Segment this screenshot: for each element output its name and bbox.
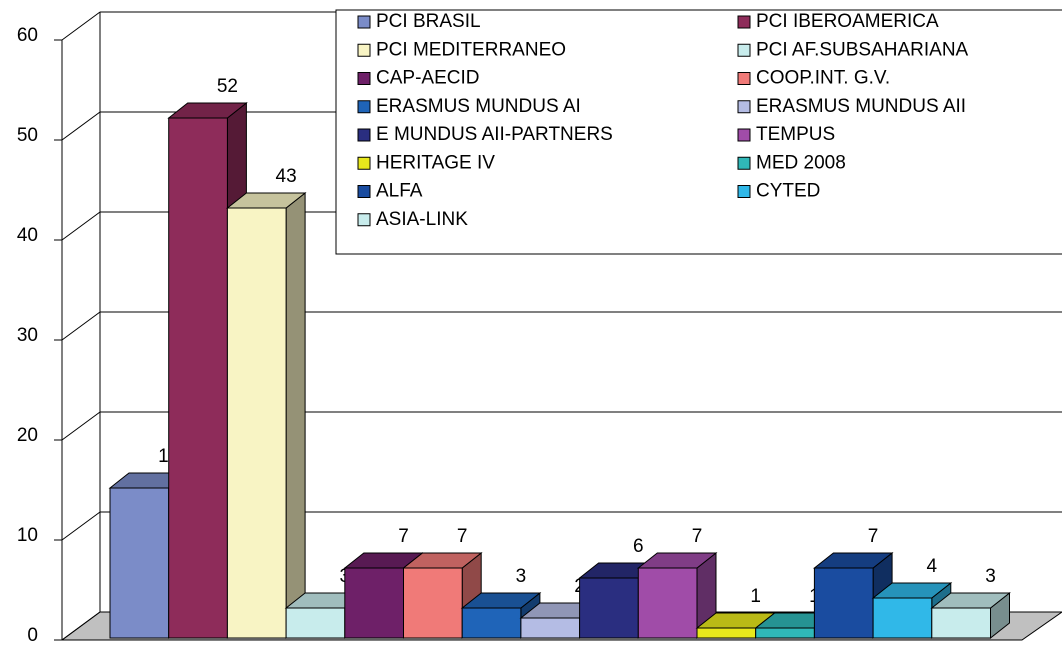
bar-front xyxy=(285,607,346,639)
bar-front xyxy=(226,207,287,639)
data-label: 7 xyxy=(868,526,879,547)
data-label: 4 xyxy=(927,556,938,577)
y-tick-label: 40 xyxy=(17,225,38,246)
legend-label: CYTED xyxy=(756,181,820,202)
y-tick-label: 30 xyxy=(17,325,38,346)
bar xyxy=(225,191,307,640)
legend-swatch xyxy=(357,43,371,57)
legend-label: E MUNDUS AII-PARTNERS xyxy=(376,124,613,145)
bar-front xyxy=(813,567,874,639)
bar-front xyxy=(579,577,639,639)
bar-front xyxy=(755,627,815,639)
data-label: 52 xyxy=(217,76,238,97)
legend-label: ALFA xyxy=(376,181,423,202)
data-label: 6 xyxy=(633,536,644,557)
grid-diagonal xyxy=(61,611,101,641)
data-label: 7 xyxy=(398,526,409,547)
grid-diagonal xyxy=(61,411,101,441)
legend-swatch xyxy=(737,128,751,142)
y-tick-label: 0 xyxy=(27,625,38,646)
bar-front xyxy=(931,607,991,639)
data-label: 43 xyxy=(276,166,297,187)
grid-diagonal xyxy=(61,11,101,41)
data-label: 7 xyxy=(692,526,703,547)
legend-swatch xyxy=(737,72,751,85)
bar-front xyxy=(520,617,581,639)
legend-label: PCI IBEROAMERICA xyxy=(756,11,939,32)
y-tick-label: 50 xyxy=(17,125,38,146)
legend-label: PCI MEDITERRANEO xyxy=(376,39,566,60)
bar-front xyxy=(696,627,757,639)
bar-front xyxy=(461,607,522,639)
legend-label: MED 2008 xyxy=(756,152,846,173)
legend-label: ERASMUS MUNDUS AII xyxy=(756,96,966,117)
legend-swatch xyxy=(357,156,371,170)
legend-label: ERASMUS MUNDUS AI xyxy=(376,96,581,117)
bar-front xyxy=(403,567,463,639)
grid-diagonal xyxy=(61,311,101,341)
legend-swatch xyxy=(737,100,751,114)
legend-box xyxy=(335,9,1062,255)
grid-diagonal xyxy=(61,511,101,541)
legend-swatch xyxy=(357,72,371,85)
grid-diagonal xyxy=(61,111,101,141)
legend-label: PCI BRASIL xyxy=(376,11,481,32)
bar-front xyxy=(168,117,228,639)
legend-swatch xyxy=(357,100,371,114)
bar-front xyxy=(344,567,404,639)
y-tick-label: 60 xyxy=(17,25,38,46)
legend-label: COOP.INT. G.V. xyxy=(756,68,890,89)
bar-front xyxy=(872,597,933,639)
y-tick-label: 10 xyxy=(17,525,38,546)
legend-swatch xyxy=(737,185,751,198)
legend-swatch xyxy=(357,185,371,198)
data-label: 7 xyxy=(457,526,468,547)
legend-label: CAP-AECID xyxy=(376,68,479,89)
bar xyxy=(930,591,1011,640)
legend-swatch xyxy=(737,15,751,29)
data-label: 3 xyxy=(516,566,527,587)
grid-diagonal xyxy=(61,211,101,241)
legend-label: HERITAGE IV xyxy=(376,152,495,173)
legend-label: ASIA-LINK xyxy=(376,209,468,230)
data-label: 1 xyxy=(750,586,761,607)
legend-swatch xyxy=(357,15,371,29)
bar-front xyxy=(109,487,170,639)
legend-label: TEMPUS xyxy=(756,124,835,145)
bar-side xyxy=(285,191,306,640)
legend-swatch xyxy=(737,156,751,170)
legend-swatch xyxy=(357,128,371,142)
data-label: 3 xyxy=(985,566,996,587)
y-tick-label: 20 xyxy=(17,425,38,446)
legend-label: PCI AF.SUBSAHARIANA xyxy=(756,39,969,60)
legend-swatch xyxy=(357,213,371,227)
legend-swatch xyxy=(737,43,751,57)
bar-front xyxy=(637,567,698,639)
